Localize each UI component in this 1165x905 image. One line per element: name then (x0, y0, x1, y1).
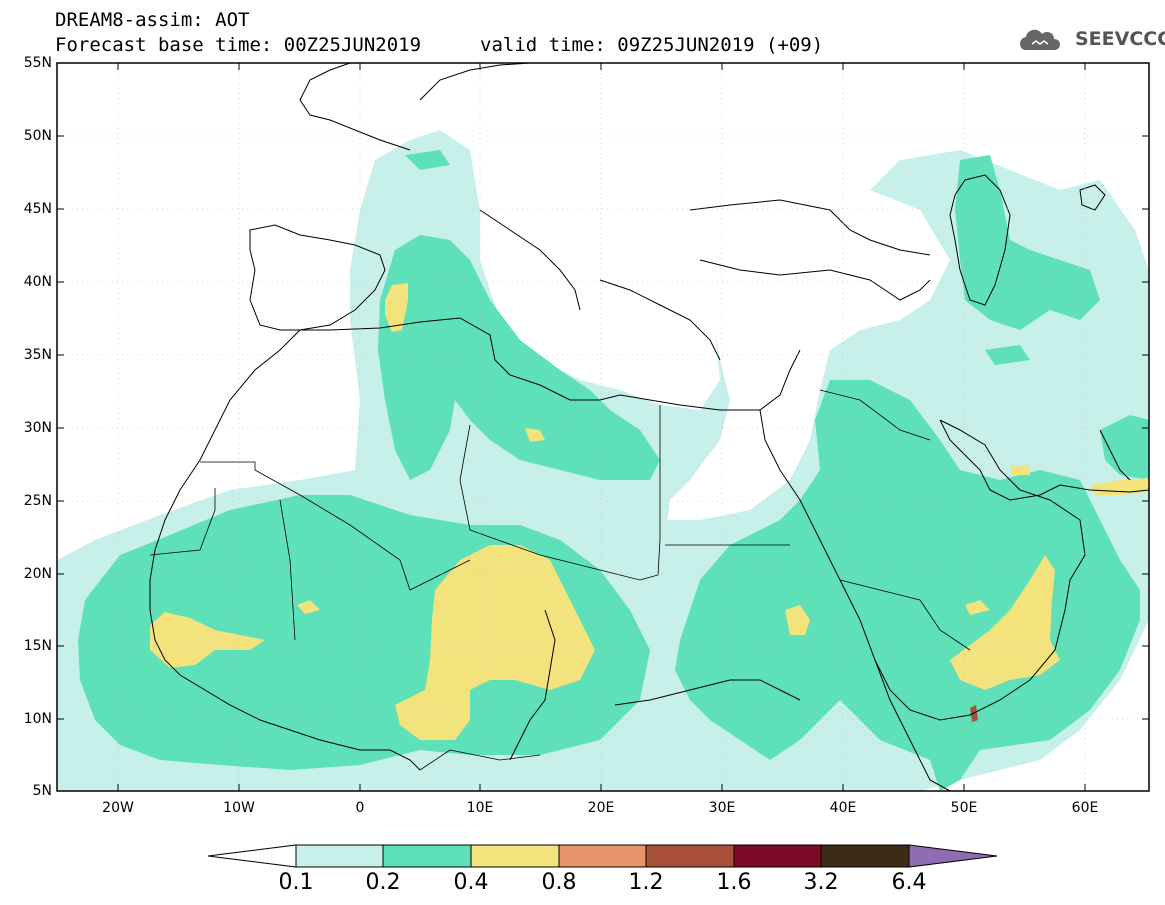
colorbar-label-1-2: 1.2 (628, 870, 664, 895)
lat-label-35n: 35N (23, 347, 52, 363)
lon-label-30e: 30E (708, 800, 736, 816)
logo-text: SEEVCCC (1075, 28, 1165, 50)
lon-label-20w: 20W (102, 800, 134, 816)
colorbar (207, 844, 998, 868)
map-title: DREAM8-assim: AOT (55, 9, 250, 31)
lat-label-25n: 25N (23, 493, 52, 509)
colorbar-arrow-left (207, 844, 297, 868)
colorbar-arrow-right (908, 844, 998, 868)
aot-contour-level2 (78, 150, 1149, 791)
colorbar-label-0-8: 0.8 (541, 870, 577, 895)
colorbar-label-0-1: 0.1 (278, 870, 314, 895)
lat-label-55n: 55N (23, 55, 52, 71)
colorbar-bin-4 (558, 844, 647, 868)
colorbar-bin-5 (645, 844, 735, 868)
colorbar-label-1-6: 1.6 (716, 870, 752, 895)
lat-label-10n: 10N (23, 711, 52, 727)
lon-label-50e: 50E (950, 800, 978, 816)
colorbar-label-3-2: 3.2 (803, 870, 839, 895)
lon-label-40e: 40E (829, 800, 857, 816)
coastlines (149, 63, 1149, 791)
colorbar-bin-3 (470, 844, 560, 868)
colorbar-bin-7 (820, 844, 910, 868)
graticule (57, 63, 1149, 791)
valid-time: valid time: 09Z25JUN2019 (+09) (480, 34, 824, 56)
colorbar-bin-6 (733, 844, 822, 868)
cloud-icon (1020, 29, 1060, 50)
lon-label-10w: 10W (223, 800, 255, 816)
lat-label-40n: 40N (23, 274, 52, 290)
colorbar-label-0-4: 0.4 (453, 870, 489, 895)
colorbar-label-0-2: 0.2 (365, 870, 401, 895)
map-frame (56, 62, 1150, 792)
colorbar-bin-2 (382, 844, 472, 868)
lon-label-60e: 60E (1071, 800, 1099, 816)
lon-label-0: 0 (355, 800, 365, 816)
aot-contour-level3 (150, 283, 1149, 740)
lat-label-5n: 5N (32, 783, 52, 799)
lat-label-50n: 50N (23, 128, 52, 144)
base-time: Forecast base time: 00Z25JUN2019 (55, 34, 422, 56)
lon-label-20e: 20E (587, 800, 615, 816)
political-borders (149, 389, 971, 771)
axis-ticks (57, 62, 1149, 792)
lat-label-45n: 45N (23, 201, 52, 217)
lon-label-10e: 10E (466, 800, 494, 816)
lat-label-15n: 15N (23, 638, 52, 654)
lat-label-30n: 30N (23, 420, 52, 436)
colorbar-bin-1 (295, 844, 384, 868)
colorbar-label-6-4: 6.4 (891, 870, 927, 895)
lat-label-20n: 20N (23, 566, 52, 582)
